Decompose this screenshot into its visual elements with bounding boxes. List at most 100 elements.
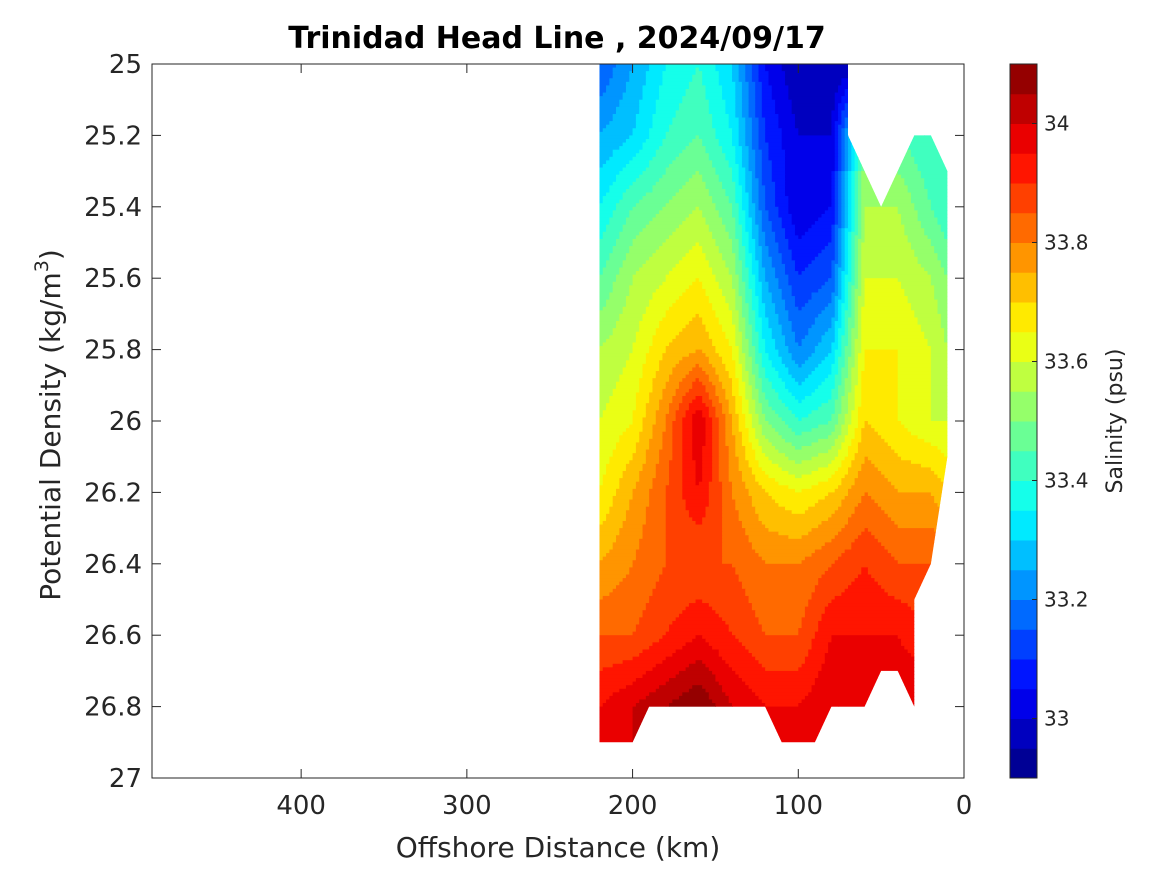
contour-cell: [814, 367, 833, 372]
contour-cell: [741, 163, 750, 169]
contour-cell: [745, 78, 753, 83]
contour-cell: [848, 488, 899, 493]
contour-cell: [599, 510, 610, 515]
contour-cell: [821, 663, 922, 668]
contour-cell: [635, 624, 670, 629]
contour-cell: [788, 88, 839, 94]
contour-cell: [732, 488, 750, 493]
contour-cell: [821, 545, 852, 551]
contour-cell: [838, 117, 842, 122]
contour-cell: [635, 113, 654, 119]
contour-cell: [831, 388, 839, 394]
contour-cell: [599, 545, 614, 551]
contour-cell: [625, 221, 650, 226]
contour-cell: [897, 371, 932, 376]
contour-cell: [778, 463, 829, 469]
contour-cell: [649, 488, 667, 493]
contour-cell: [785, 228, 796, 233]
contour-cell: [891, 445, 939, 451]
contour-cell: [642, 228, 677, 233]
contour-cell: [857, 424, 866, 429]
contour-cell: [930, 281, 948, 286]
contour-cell: [708, 667, 733, 672]
contour-cell: [778, 210, 789, 215]
contour-cell: [841, 406, 849, 411]
contour-cell: [735, 371, 743, 376]
contour-cell: [635, 399, 650, 404]
contour-cell: [732, 431, 743, 436]
contour-cell: [844, 117, 849, 122]
contour-cell: [791, 292, 813, 297]
contour-cell: [771, 363, 786, 369]
contour-cell: [751, 117, 760, 122]
contour-cell: [940, 228, 948, 233]
contour-cell: [612, 331, 637, 336]
contour-cell: [838, 235, 842, 240]
contour-cell: [682, 424, 693, 429]
contour-cell: [765, 199, 776, 204]
contour-cell: [751, 146, 760, 151]
contour-cell: [917, 260, 942, 265]
contour-cell: [844, 121, 849, 126]
contour-cell: [761, 281, 770, 286]
contour-cell: [808, 531, 839, 536]
contour-cell: [695, 470, 703, 476]
contour-cell: [808, 299, 833, 304]
contour-cell: [616, 385, 640, 390]
contour-cell: [848, 470, 859, 476]
contour-cell: [751, 131, 760, 136]
contour-cell: [834, 470, 849, 476]
contour-cell: [718, 460, 730, 465]
contour-cell: [649, 64, 667, 69]
contour-cell: [761, 556, 806, 561]
contour-cell: [775, 274, 789, 279]
contour-cell: [698, 378, 710, 383]
contour-cell: [857, 249, 862, 254]
contour-cell: [844, 156, 849, 161]
contour-cell: [930, 396, 948, 401]
contour-cell: [741, 642, 813, 647]
contour-cell: [930, 399, 948, 404]
contour-cell: [791, 106, 836, 112]
contour-cell: [758, 399, 770, 404]
contour-cell: [831, 445, 842, 451]
contour-cell: [741, 371, 750, 376]
contour-cell: [599, 613, 644, 618]
contour-cell: [824, 656, 915, 661]
contour-cell: [718, 653, 753, 658]
contour-cell: [718, 424, 726, 429]
contour-cell: [745, 167, 750, 172]
contour-cell: [758, 146, 770, 151]
contour-cell: [735, 113, 743, 119]
contour-cell: [758, 196, 766, 201]
contour-cell: [708, 335, 726, 340]
contour-cell: [841, 553, 892, 558]
contour-cell: [934, 213, 948, 219]
contour-cell: [702, 445, 713, 451]
contour-cell: [745, 531, 779, 536]
contour-cell: [685, 410, 697, 415]
contour-cell: [798, 271, 803, 276]
contour-cell: [761, 110, 776, 115]
contour-cell: [848, 235, 852, 240]
contour-cell: [851, 271, 856, 276]
contour-cell: [705, 328, 723, 333]
contour-cell: [851, 381, 859, 386]
contour-cell: [824, 610, 915, 615]
contour-cell: [841, 188, 846, 194]
contour-cell: [606, 303, 627, 308]
contour-cell: [771, 85, 789, 90]
contour-cell: [761, 181, 776, 186]
contour-cell: [612, 67, 634, 72]
contour-cell: [715, 203, 733, 208]
contour-cell: [748, 106, 756, 112]
contour-cell: [755, 246, 763, 251]
contour-cell: [775, 203, 789, 208]
contour-cell: [599, 353, 630, 358]
contour-cell: [857, 449, 895, 454]
contour-cell: [725, 188, 736, 194]
contour-cell: [914, 310, 939, 315]
contour-cell: [854, 299, 859, 304]
contour-cell: [791, 510, 806, 515]
